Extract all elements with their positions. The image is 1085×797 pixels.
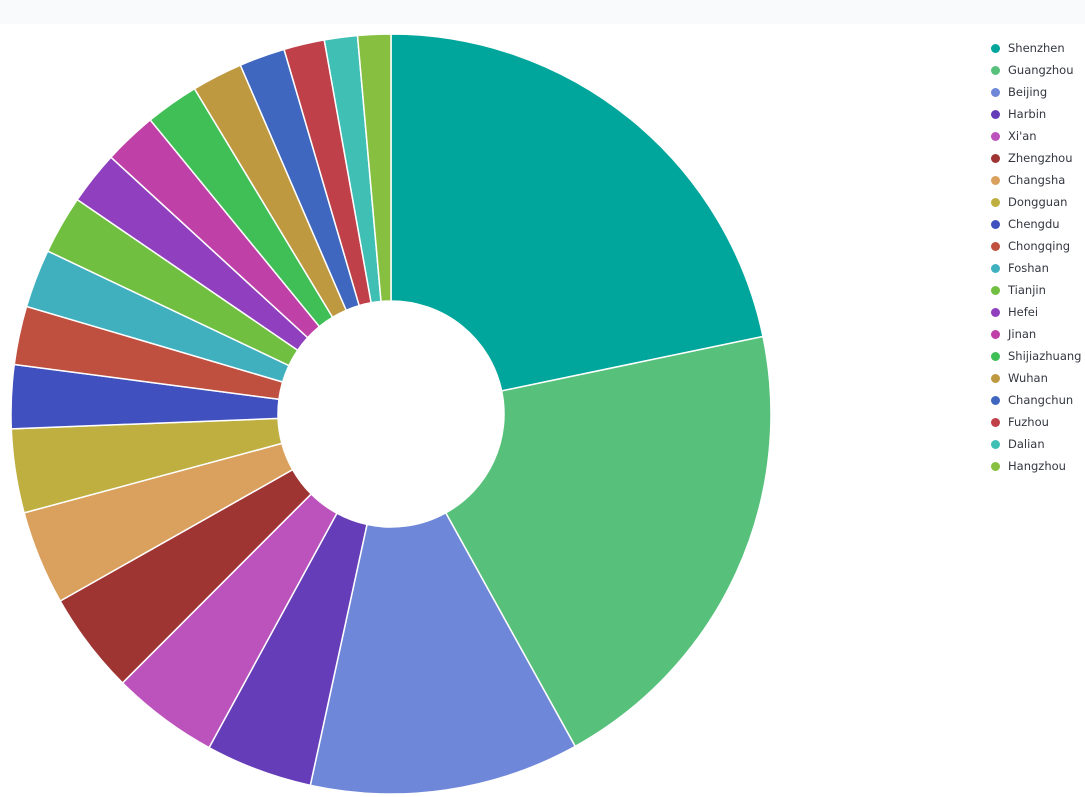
legend-label: Chongqing <box>1008 239 1071 253</box>
legend-item-changsha[interactable]: Changsha <box>991 169 1085 191</box>
legend-swatch <box>991 153 1000 163</box>
legend-item-zhengzhou[interactable]: Zhengzhou <box>991 147 1085 169</box>
legend-label: Dalian <box>1008 437 1045 451</box>
legend-item-wuhan[interactable]: Wuhan <box>991 367 1085 389</box>
legend-label: Beijing <box>1008 85 1048 99</box>
legend-swatch <box>991 329 1000 339</box>
slice-guangzhou[interactable] <box>444 335 772 748</box>
legend-swatch <box>991 351 1000 361</box>
legend-swatch <box>991 87 1000 97</box>
legend-swatch <box>991 439 1000 449</box>
legend-item-tianjin[interactable]: Tianjin <box>991 279 1085 301</box>
legend-label: Tianjin <box>1008 283 1046 297</box>
slice-beijing[interactable] <box>309 511 577 795</box>
legend-swatch <box>991 417 1000 427</box>
legend-item-guangzhou[interactable]: Guangzhou <box>991 59 1085 81</box>
legend-label: Changsha <box>1008 173 1066 187</box>
legend-item-dongguan[interactable]: Dongguan <box>991 191 1085 213</box>
legend-item-shijiazhuang[interactable]: Shijiazhuang <box>991 345 1085 367</box>
legend-swatch <box>991 109 1000 119</box>
legend-swatch <box>991 197 1000 207</box>
legend-label: Jinan <box>1008 327 1037 341</box>
legend-label: Wuhan <box>1008 371 1048 385</box>
legend-label: Xi'an <box>1008 129 1037 143</box>
legend-item-chongqing[interactable]: Chongqing <box>991 235 1085 257</box>
legend-item-beijing[interactable]: Beijing <box>991 81 1085 103</box>
slice-shenzhen[interactable] <box>390 33 764 392</box>
legend-item-foshan[interactable]: Foshan <box>991 257 1085 279</box>
legend-swatch <box>991 131 1000 141</box>
legend-label: Changchun <box>1008 393 1074 407</box>
legend-item-xi-an[interactable]: Xi'an <box>991 125 1085 147</box>
legend-swatch <box>991 241 1000 251</box>
legend-swatch <box>991 285 1000 295</box>
legend-item-jinan[interactable]: Jinan <box>991 323 1085 345</box>
legend-label: Guangzhou <box>1008 63 1074 77</box>
legend-label: Hefei <box>1008 305 1039 319</box>
legend-item-dalian[interactable]: Dalian <box>991 433 1085 455</box>
legend-label: Chengdu <box>1008 217 1060 231</box>
top-strip <box>0 0 1085 24</box>
legend-swatch <box>991 263 1000 273</box>
legend-swatch <box>991 395 1000 405</box>
legend-swatch <box>991 175 1000 185</box>
legend-item-hangzhou[interactable]: Hangzhou <box>991 455 1085 477</box>
legend-item-changchun[interactable]: Changchun <box>991 389 1085 411</box>
slice-hangzhou[interactable] <box>356 33 392 303</box>
legend-label: Shijiazhuang <box>1008 349 1082 363</box>
legend-swatch <box>991 43 1000 53</box>
legend-label: Zhengzhou <box>1008 151 1073 165</box>
legend-item-harbin[interactable]: Harbin <box>991 103 1085 125</box>
legend-label: Hangzhou <box>1008 459 1066 473</box>
legend-label: Foshan <box>1008 261 1049 275</box>
legend-item-hefei[interactable]: Hefei <box>991 301 1085 323</box>
legend-swatch <box>991 307 1000 317</box>
legend-swatch <box>991 461 1000 471</box>
legend-label: Harbin <box>1008 107 1047 121</box>
legend-item-shenzhen[interactable]: Shenzhen <box>991 37 1085 59</box>
legend-label: Shenzhen <box>1008 41 1065 55</box>
legend-swatch <box>991 65 1000 75</box>
legend-label: Dongguan <box>1008 195 1068 209</box>
legend: Shenzhen Guangzhou Beijing Harbin Xi'an Zheng… <box>991 37 1085 477</box>
legend-item-chengdu[interactable]: Chengdu <box>991 213 1085 235</box>
legend-label: Fuzhou <box>1008 415 1049 429</box>
legend-swatch <box>991 219 1000 229</box>
legend-swatch <box>991 373 1000 383</box>
legend-item-fuzhou[interactable]: Fuzhou <box>991 411 1085 433</box>
